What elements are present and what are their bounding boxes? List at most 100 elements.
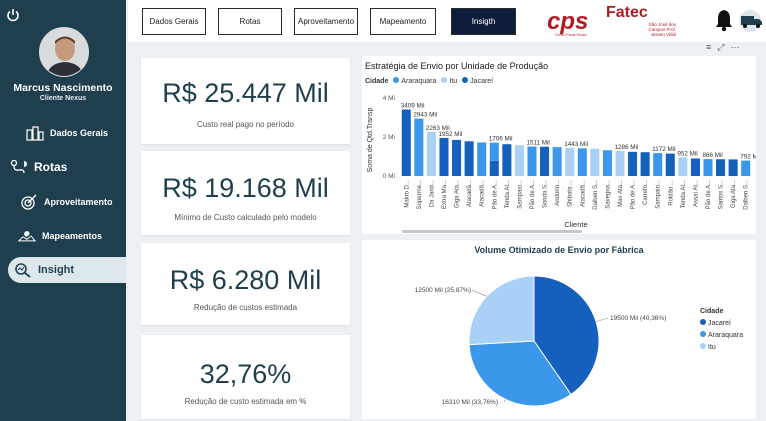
x-tick-label: Superme... (417, 180, 423, 210)
x-tick-label: Pão de A... (706, 180, 712, 210)
bar[interactable] (678, 157, 688, 176)
legend-item-jacarei[interactable]: Jacareí (462, 77, 493, 85)
bar[interactable] (514, 145, 524, 176)
bar[interactable] (489, 142, 499, 161)
tab-dados-gerais[interactable]: Dados Gerais (142, 8, 206, 35)
cps-logo: cps Centro Paula Souza (545, 5, 597, 39)
bar-data-label: 3409 Mil (401, 103, 425, 110)
x-tick-label: Pão de A... (492, 180, 498, 210)
bar[interactable] (489, 160, 499, 176)
bar-data-label: 1443 Mil (564, 141, 588, 148)
bar[interactable] (628, 151, 638, 176)
fatec-logo: Fatec São José dos Campos Prof. Jessen V… (606, 4, 676, 37)
x-tick-label: Pão de A... (530, 180, 536, 210)
bar[interactable] (577, 148, 587, 176)
sidebar-item-label: Rotas (34, 160, 68, 174)
bar[interactable] (602, 150, 612, 176)
y-axis-label: Soma de Qtd.Transp (367, 108, 374, 173)
legend-item-jacarei[interactable]: Jacareí (700, 319, 743, 327)
route-icon (10, 159, 27, 174)
bar-data-label: 2263 Mil (426, 125, 450, 132)
bar-data-label: 1172 Mil (652, 146, 675, 153)
x-tick-label: Dalben S... (593, 180, 599, 210)
tab-insigth[interactable]: Insigth (451, 8, 516, 35)
kpi-card-custo-real: R$ 25.447 Mil Custo real pago no período (141, 58, 350, 144)
bar[interactable] (640, 152, 650, 176)
x-tick-label: Atacadã... (480, 180, 486, 207)
x-tick-label: Roldão ... (668, 180, 674, 206)
bar[interactable] (728, 159, 738, 176)
sidebar-item-insight[interactable]: Insight (8, 257, 126, 283)
bar[interactable] (414, 118, 424, 176)
x-tick-label: Savegna... (605, 180, 611, 209)
x-axis-label: Cliente (564, 220, 587, 229)
x-tick-label: Sampaio... (656, 180, 662, 209)
bar-data-label: 1952 Mil (438, 131, 462, 138)
bar[interactable] (452, 139, 462, 176)
pie-slice[interactable] (533, 275, 600, 396)
bar[interactable] (665, 153, 675, 176)
pie-slice[interactable] (468, 275, 535, 346)
bar[interactable] (565, 147, 575, 176)
horizontal-scrollbar[interactable] (402, 230, 582, 233)
x-tick-label: Pão de A... (631, 180, 637, 210)
bar[interactable] (464, 141, 474, 176)
user-role: Cliente Nexus (39, 95, 87, 102)
bar[interactable] (401, 109, 411, 176)
pie-data-label: 16310 Mil (33,76%) (442, 399, 498, 406)
bar-data-label: 952 Mil (677, 150, 697, 157)
x-tick-label: Tenda At... (505, 180, 511, 209)
sidebar-item-dados-gerais[interactable]: Dados Gerais (26, 121, 108, 145)
bar-data-label: 1706 Mil (489, 136, 513, 143)
bar-legend: Cidade Araraquara Itu Jacareí (365, 77, 494, 85)
user-name: Marcus Nascimento (13, 82, 113, 94)
legend-item-araraquara[interactable]: Araraquara (700, 331, 743, 339)
kpi-label: Custo real pago no período (197, 120, 294, 129)
more-options-icon[interactable]: ⋯ (730, 42, 740, 52)
bar[interactable] (690, 158, 700, 176)
bar[interactable] (426, 131, 436, 176)
bar[interactable] (741, 160, 751, 176)
sidebar-item-mapeamentos[interactable]: Mapeamentos (18, 224, 102, 248)
tab-aproveitamento[interactable]: Aproveitamento (294, 8, 358, 35)
y-tick-label: 2 Mi (383, 134, 395, 141)
bar[interactable] (477, 142, 487, 176)
bar[interactable] (540, 146, 550, 176)
y-tick-label: 4 Mi (383, 95, 395, 102)
bar[interactable] (590, 148, 600, 176)
pie-slice[interactable] (468, 340, 572, 407)
legend-item-itu[interactable]: Itu (441, 77, 457, 85)
x-tick-label: Dalben S... (744, 180, 750, 210)
bar-chart-panel: Estratégia de Envio por Unidade de Produ… (362, 42, 756, 234)
y-tick-label: 0 Mi (383, 173, 395, 180)
bar[interactable] (703, 159, 713, 176)
avatar (39, 27, 89, 77)
sidebar-item-rotas[interactable]: Rotas (10, 155, 67, 179)
bar[interactable] (527, 146, 537, 176)
bar[interactable] (552, 147, 562, 176)
legend-item-araraquara[interactable]: Araraquara (393, 77, 436, 85)
sidebar-item-aproveitamento[interactable]: Aproveitamento (20, 190, 113, 214)
kpi-card-reducao-percent: 32,76% Redução de custo estimada em % (141, 335, 350, 419)
x-tick-label: Assaí At... (693, 180, 699, 207)
tab-mapeamento[interactable]: Mapeamento (370, 8, 436, 35)
kpi-label: Mínimo de Custo calculado pelo modelo (174, 213, 317, 222)
x-tick-label: Sampaio... (517, 180, 523, 209)
bar-data-label: 1511 Mil (526, 140, 549, 147)
bar[interactable] (653, 153, 663, 176)
pie-legend: Cidade Jacareí Araraquara Itu (700, 308, 744, 351)
bar[interactable] (615, 150, 625, 176)
focus-mode-icon[interactable]: ⤢ (717, 42, 725, 52)
legend-item-itu[interactable]: Itu (700, 343, 743, 351)
sidebar-item-label: Dados Gerais (50, 128, 109, 138)
tab-rotas[interactable]: Rotas (218, 8, 282, 35)
bell-icon[interactable] (714, 8, 734, 32)
power-icon[interactable] (6, 8, 20, 22)
bar[interactable] (502, 144, 512, 176)
pie-chart: 19500 Mil (40,36%) 16310 Mil (33,76%) 1250… (415, 275, 666, 407)
bar[interactable] (716, 159, 726, 176)
bar[interactable] (439, 137, 449, 176)
kpi-card-minimo-custo: R$ 19.168 Mil Mínimo de Custo calculado … (141, 151, 350, 235)
kpi-value: R$ 25.447 Mil (162, 78, 329, 108)
filter-icon[interactable]: ≡ (706, 42, 712, 52)
